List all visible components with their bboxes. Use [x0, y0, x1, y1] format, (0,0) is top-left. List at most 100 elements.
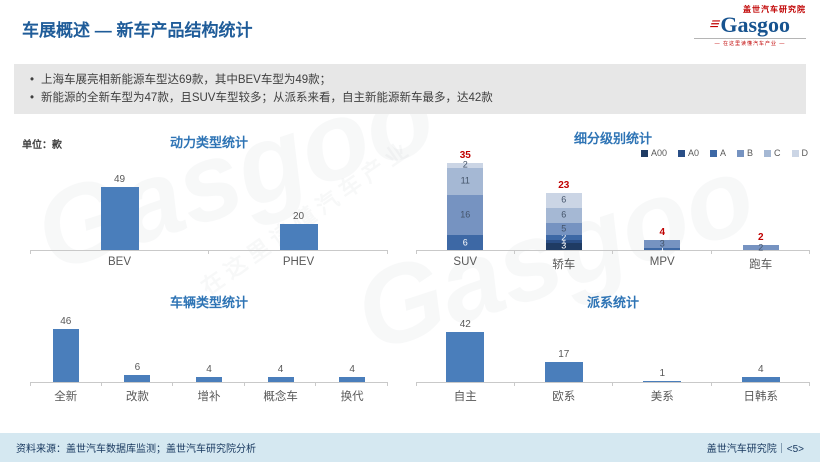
category-label: 增补 [197, 391, 221, 403]
value-label: 4 [349, 364, 355, 375]
bar [195, 377, 222, 382]
category-label: 轿车 [552, 259, 576, 271]
segment-value-label: 11 [460, 175, 470, 186]
summary-bullet-2: 新能源的全新车型为47款，且SUV车型较多；从派系来看，自主新能源新车最多，达4… [30, 89, 790, 107]
chart-title: 车辆类型统计 [169, 295, 248, 310]
legend-item: A0 [677, 148, 699, 158]
chart-segment-level: 细分级别统计 A00 A0 A B C D 35 6 16 11 2 23 3 1 2 5 6 6 4 1 3 2 2 SU… [416, 128, 810, 272]
segment-value-label: 3 [659, 238, 665, 249]
bar-cell: 46 [30, 316, 102, 386]
bar [446, 332, 485, 382]
legend-swatch [764, 149, 771, 157]
bar-segment: 1 [644, 244, 681, 253]
legend-item: D [791, 148, 809, 158]
chart-title: 细分级别统计 [573, 131, 652, 146]
category-label: 自主 [453, 391, 477, 403]
footer-source: 资料来源：盖世汽车数据库监测；盖世汽车研究院分析 [16, 444, 256, 455]
chart-power-type: 动力类型统计 49 20 BEV PHEV [30, 132, 388, 268]
bar-segment: 2 [545, 232, 582, 242]
bar-cell: 35 6 16 11 2 [416, 149, 515, 254]
footer-page-number: 盖世汽车研究院｜<5> [706, 444, 804, 455]
bar [544, 362, 583, 382]
bar [52, 329, 79, 382]
bar-cell: 4 [712, 364, 811, 386]
segment-value-label: 2 [561, 232, 567, 242]
bar-segment: 2 [447, 160, 484, 169]
page-title: 车展概述 — 新车产品结构统计 [22, 21, 253, 40]
bar-cell: 42 [416, 319, 515, 386]
legend-label: D [801, 148, 809, 158]
bar-cell: 6 [102, 362, 174, 386]
total-label: 2 [757, 232, 764, 243]
chart-title: 派系统计 [586, 295, 639, 310]
value-label: 17 [558, 349, 570, 360]
legend-label: A00 [650, 148, 667, 158]
bar-segment: 3 [644, 238, 681, 249]
legend-swatch [791, 149, 799, 157]
total-label: 4 [659, 227, 666, 238]
bar [100, 187, 139, 250]
category-label: 全新 [54, 391, 78, 403]
gasgoo-logo: 盖世汽车研究院 ≡ Gasgoo — 在这里读懂汽车产业 — [694, 5, 806, 47]
category-label: BEV [107, 256, 131, 268]
category-label: 欧系 [552, 391, 576, 403]
logo-cn-text: 盖世汽车研究院 [743, 5, 806, 14]
bar-cell: 17 [515, 349, 614, 386]
logo-brand-text: Gasgoo [720, 12, 791, 37]
legend-label: A [719, 148, 726, 158]
value-label: 46 [60, 316, 72, 327]
segment-value-label: 5 [561, 223, 567, 234]
stacked-bar: 2 [742, 243, 779, 252]
bar-cell: 1 [613, 368, 712, 386]
value-label: 4 [277, 364, 284, 375]
chart-title: 动力类型统计 [169, 135, 248, 150]
category-label: 美系 [650, 391, 674, 403]
bar-cell: 4 [245, 364, 317, 386]
category-label: MPV [649, 256, 675, 268]
bar-cell: 23 3 1 2 5 6 6 [515, 179, 614, 254]
bar-segment: 6 [545, 192, 582, 208]
chart-faction: 派系统计 42 17 1 4 自主 欧系 美系 日韩系 [416, 292, 810, 404]
logo-tagline: — 在这里读懂汽车产业 — [694, 38, 806, 47]
legend-swatch [709, 149, 717, 157]
unit-label: 单位：款 [22, 140, 62, 151]
legend-swatch [736, 149, 744, 157]
bar-segment: 3 [545, 240, 582, 251]
bar-segment: 1 [545, 235, 582, 246]
legend-label: C [774, 148, 781, 158]
category-label: SUV [453, 256, 478, 268]
bar-cell: 20 [209, 211, 388, 254]
bar [643, 381, 682, 382]
segment-value-label: 3 [561, 240, 567, 251]
bar [279, 224, 318, 250]
segment-value-label: 1 [659, 243, 665, 254]
bar-cell: 49 [30, 174, 209, 254]
chart-vehicle-type: 车辆类型统计 46 6 4 4 4 全新 改款 增补 概念车 换代 [30, 292, 388, 404]
legend-label: A0 [687, 148, 699, 158]
segment-value-label: 1 [561, 235, 567, 246]
bar-segment: 6 [447, 235, 484, 250]
stacked-bar: 6 16 11 2 [447, 160, 484, 250]
value-label: 4 [206, 364, 212, 375]
bar-cell: 4 [316, 364, 388, 386]
value-label: 1 [659, 368, 666, 379]
category-label: 日韩系 [743, 391, 779, 403]
legend-swatch [640, 149, 648, 157]
legend-item: B [736, 148, 753, 158]
total-label: 35 [459, 149, 471, 161]
segment-value-label: 6 [561, 209, 567, 220]
segment-value-label: 6 [462, 237, 468, 247]
summary-box: 上海车展亮相新能源车型达69款，其中BEV车型为49款； 新能源的全新车型为47… [14, 64, 806, 114]
category-label: 改款 [125, 391, 149, 403]
bar-segment: 11 [447, 167, 484, 195]
bar [339, 377, 366, 382]
value-label: 20 [292, 211, 305, 222]
category-label: PHEV [282, 256, 315, 268]
value-label: 42 [459, 319, 471, 330]
total-label: 23 [558, 179, 570, 191]
